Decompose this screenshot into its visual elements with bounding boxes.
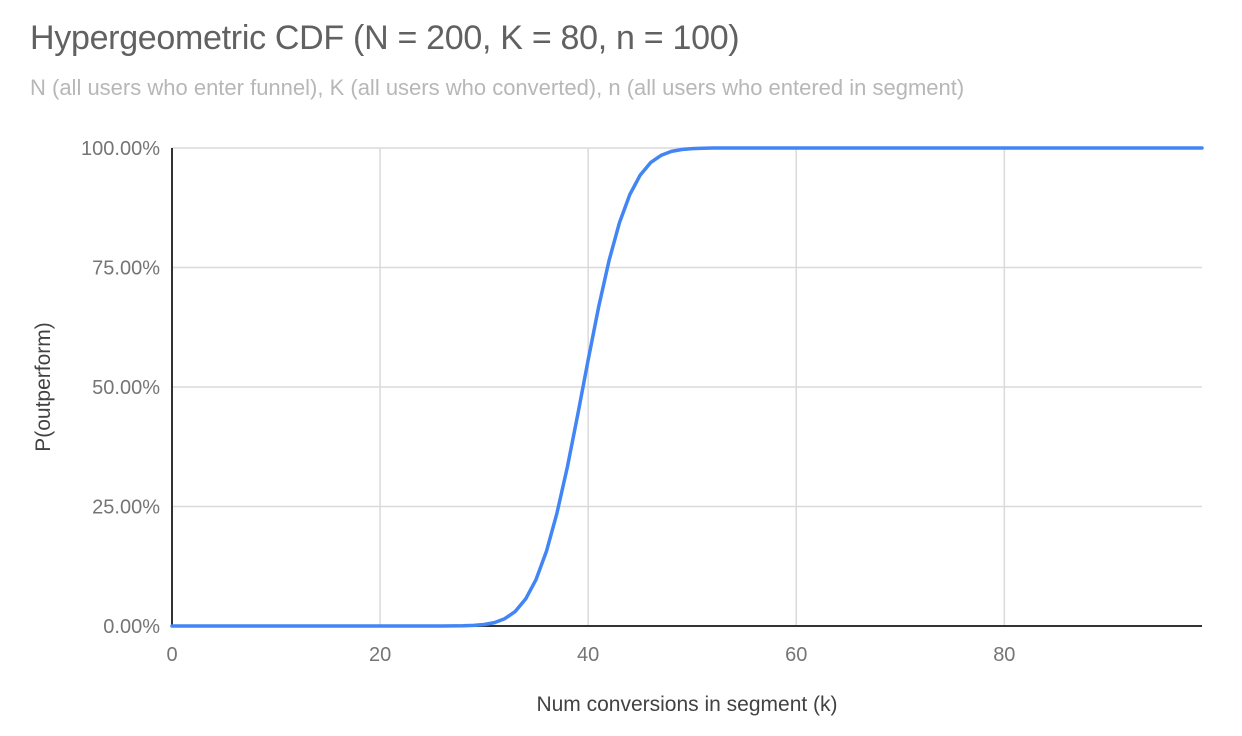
y-tick-label: 75.00% (92, 258, 160, 280)
x-tick-label: 80 (993, 644, 1015, 666)
cdf-line-series (170, 146, 1204, 628)
y-tick-label: 50.00% (92, 377, 160, 399)
y-axis-title: P(outperform) (32, 322, 55, 452)
x-axis-title: Num conversions in segment (k) (536, 693, 837, 716)
gridlines (172, 147, 1202, 626)
x-tick-label: 20 (369, 644, 391, 666)
x-tick-label: 0 (166, 644, 177, 666)
y-tick-label: 25.00% (92, 497, 160, 519)
chart-title: Hypergeometric CDF (N = 200, K = 80, n =… (30, 19, 740, 57)
x-tick-label: 40 (577, 644, 599, 666)
y-tick-label: 0.00% (103, 616, 160, 638)
y-tick-label: 100.00% (81, 138, 160, 160)
x-tick-label: 60 (785, 644, 807, 666)
chart-subtitle: N (all users who enter funnel), K (all u… (30, 75, 965, 100)
series-lines (170, 146, 1204, 628)
tick-labels: 0 20 40 60 80 0.00% 25.00% 50.00% 75.00% 100.00% (81, 138, 1015, 666)
